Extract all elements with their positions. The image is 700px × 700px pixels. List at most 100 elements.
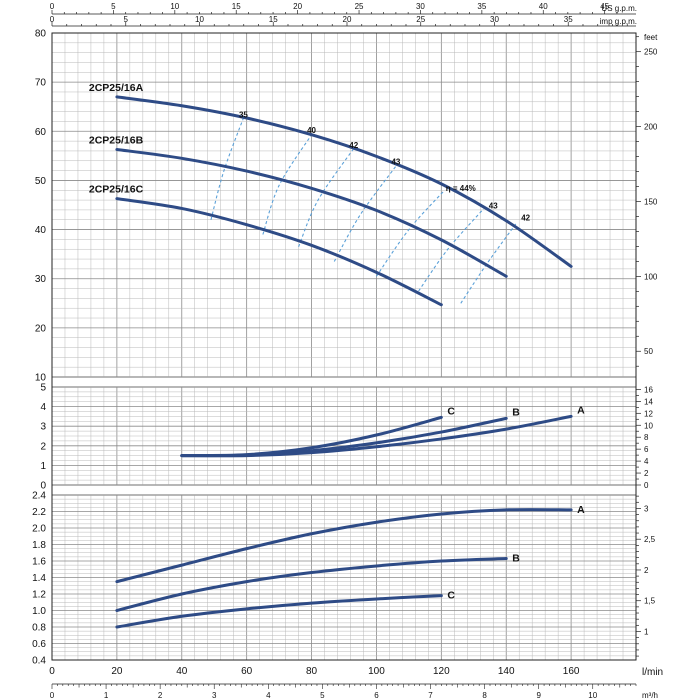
feet-tick-label: 100 [644, 272, 658, 281]
y-tick-label-power: 1.2 [32, 590, 46, 601]
efficiency-line-1 [210, 117, 244, 220]
imp-gpm-tick-label: 35 [564, 15, 573, 24]
imp-gpm-tick-label: 5 [124, 15, 129, 24]
y-tick-label-npsh: 5 [40, 383, 46, 394]
m3h-tick-label: 0 [50, 691, 55, 700]
us-gpm-tick-label: 30 [416, 2, 425, 11]
curve-power-c [115, 594, 443, 629]
series-label-head: 2CP25/16B [89, 134, 144, 146]
npsh-feet-tick-label: 14 [644, 397, 653, 406]
feet-tick-label: 150 [644, 197, 658, 206]
curve-head-2cp25-16a [115, 95, 573, 268]
efficiency-label: 35 [239, 111, 248, 120]
series-label-power: B [512, 553, 520, 565]
us-gpm-tick-label: 45 [600, 2, 609, 11]
npsh-feet-tick-label: 16 [644, 385, 653, 394]
efficiency-line-4 [333, 165, 397, 262]
lmin-unit: l/min [642, 667, 663, 678]
y-tick-label-head: 40 [35, 225, 47, 236]
npsh-feet-tick-label: 4 [644, 457, 649, 466]
y-tick-label-head: 20 [35, 323, 47, 334]
imp-gpm-tick-label: 25 [416, 15, 425, 24]
imp-gpm-tick-label: 15 [269, 15, 278, 24]
feet-tick-label: 250 [644, 48, 658, 57]
imp-gpm-tick-label: 30 [490, 15, 499, 24]
npsh-feet-tick-label: 10 [644, 421, 653, 430]
lmin-tick-label: 60 [241, 666, 253, 677]
npsh-feet-tick-label: 0 [644, 481, 649, 490]
m3h-tick-label: 7 [428, 691, 433, 700]
npsh-feet-tick-label: 12 [644, 409, 653, 418]
efficiency-label: 43 [489, 201, 498, 210]
series-label-npsh: B [512, 406, 520, 418]
us-gpm-tick-label: 0 [50, 2, 55, 11]
labels-layer: 2CP25/16A 2CP25/16B 2CP25/16C 35 40 42 43 η = 4… [89, 82, 585, 602]
y-tick-label-power: 1.6 [32, 557, 46, 568]
us-gpm-tick-label: 25 [355, 2, 364, 11]
m3h-tick-label: 9 [536, 691, 541, 700]
efficiency-line-6 [418, 208, 484, 292]
y-tick-label-head: 60 [35, 127, 47, 138]
imp-gpm-tick-label: 20 [343, 15, 352, 24]
us-gpm-unit: US g.p.m. [601, 4, 637, 13]
imp-gpm-tick-label: 0 [50, 15, 55, 24]
npsh-feet-tick-label: 2 [644, 469, 649, 478]
y-tick-label-power: 1.4 [32, 573, 46, 584]
efficiency-line-3 [298, 148, 355, 247]
curve-head-2cp25-16b [115, 147, 508, 278]
y-tick-label-power: 2.0 [32, 524, 46, 535]
imp-gpm-unit: imp g.p.m. [600, 17, 637, 26]
y-tick-label-head: 30 [35, 274, 47, 285]
y-tick-label-head: 70 [35, 78, 47, 89]
y-tick-label-power: 0.8 [32, 623, 46, 634]
y-tick-label-head: 50 [35, 176, 47, 187]
panel-frame-head [51, 32, 637, 378]
hp-tick-label: 1,5 [644, 597, 656, 606]
efficiency-line-5 [375, 189, 445, 277]
feet-tick-label: 200 [644, 123, 658, 132]
lmin-tick-label: 80 [306, 666, 318, 677]
hp-tick-label: 2 [644, 566, 649, 575]
y-tick-label-npsh: 2 [40, 441, 46, 452]
series-label-head: 2CP25/16C [89, 184, 144, 196]
efficiency-line-2 [262, 134, 313, 235]
m3h-tick-label: 6 [374, 691, 379, 700]
feet-unit: feet [644, 33, 658, 42]
y-tick-label-npsh: 3 [40, 422, 46, 433]
m3h-unit: m³/h [642, 691, 658, 700]
lmin-tick-label: 0 [49, 666, 55, 677]
us-gpm-tick-label: 35 [477, 2, 486, 11]
lmin-tick-label: 120 [433, 666, 450, 677]
series-label-npsh: A [577, 404, 585, 416]
efficiency-label: η = 44% [446, 184, 476, 193]
y-tick-label-power: 2.4 [32, 491, 46, 502]
lmin-tick-label: 140 [498, 666, 515, 677]
imp-gpm-tick-label: 10 [195, 15, 204, 24]
chart-frame [51, 32, 637, 661]
y-tick-label-power: 0.6 [32, 639, 46, 650]
m3h-tick-label: 1 [104, 691, 109, 700]
us-gpm-tick-label: 10 [170, 2, 179, 11]
efficiency-label: 42 [521, 214, 530, 223]
y-tick-label-power: 1.8 [32, 540, 46, 551]
y-tick-label-power: 2.2 [32, 507, 46, 518]
efficiency-label: 43 [391, 158, 400, 167]
npsh-feet-tick-label: 8 [644, 433, 649, 442]
y-tick-label-power: 0.4 [32, 656, 46, 667]
lmin-tick-label: 160 [563, 666, 580, 677]
lmin-tick-label: 100 [368, 666, 385, 677]
series-layer [115, 95, 573, 629]
y-tick-label-head: 80 [35, 29, 47, 40]
series-label-npsh: C [447, 405, 455, 417]
hp-tick-label: 1 [644, 627, 649, 636]
grid-layer [51, 32, 637, 661]
curve-power-a [115, 508, 573, 584]
y-tick-label-npsh: 4 [40, 402, 46, 413]
y-tick-label-head: 10 [35, 373, 47, 384]
curve-npsh-c [180, 415, 443, 458]
npsh-feet-tick-label: 6 [644, 445, 649, 454]
lmin-tick-label: 20 [111, 666, 123, 677]
lmin-tick-label: 40 [176, 666, 188, 677]
curve-power-b [115, 557, 508, 612]
m3h-tick-label: 4 [266, 691, 271, 700]
